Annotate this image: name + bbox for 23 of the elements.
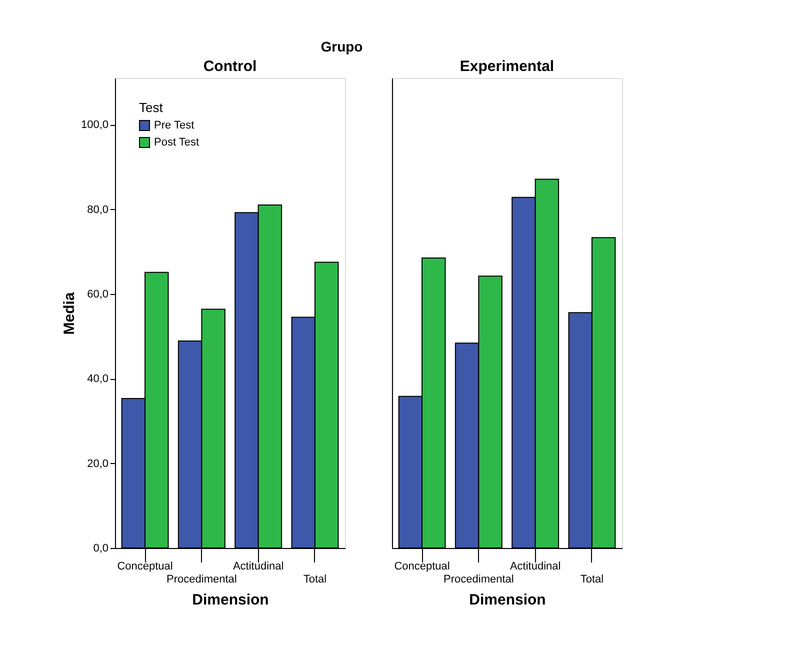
x-tick-label: Actitudinal [232, 560, 284, 572]
y-tick-label: 80,0 [87, 204, 108, 216]
chart-title: Experimental [460, 58, 554, 75]
x-tick-label: Total [303, 574, 327, 586]
y-tick-label: 20,0 [87, 458, 108, 470]
x-axis-title: Dimension [192, 592, 269, 608]
x-tick-label: Actitudinal [510, 560, 561, 572]
x-tick-label: Total [580, 574, 604, 586]
legend-title: Test [139, 100, 164, 115]
x-axis-title: Dimension [469, 592, 546, 608]
text: Grupo [320, 38, 363, 54]
x-tick-label: Conceptual [117, 560, 173, 572]
y-tick-label: 100,0 [80, 119, 108, 132]
legend-label: Post Test [154, 136, 200, 148]
y-tick-label: 0,0 [93, 542, 108, 554]
legend-label: Pre Test [154, 120, 194, 132]
y-tick-label: 60,0 [87, 288, 108, 300]
y-axis-title: Media [60, 292, 78, 335]
x-tick-label: Conceptual [394, 560, 450, 572]
y-tick-label: 40,0 [87, 373, 108, 386]
x-tick-label: Procedimental [166, 574, 237, 586]
x-tick-label: Procedimental [444, 574, 514, 586]
chart-title: Control [203, 58, 257, 75]
